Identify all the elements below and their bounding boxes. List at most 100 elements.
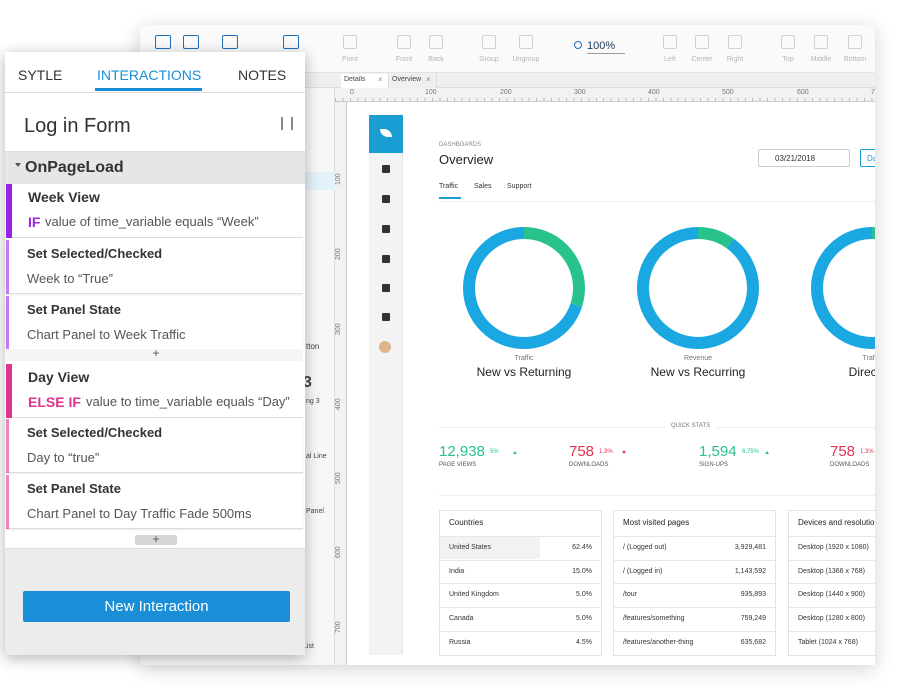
add-button[interactable]: +: [152, 532, 160, 546]
v-ruler: [335, 102, 347, 665]
breadcrumb: DASHBOARDS: [439, 142, 482, 148]
table-value: 759,249: [740, 615, 766, 623]
interactions-panel: SYTLE INTERACTIONS NOTES Log in Form OnPageL…: [5, 52, 305, 655]
action-card[interactable]: [6, 419, 303, 473]
panel-title: Log in Form: [24, 115, 131, 137]
stat-change: 6.75%: [742, 449, 760, 455]
table-row: [788, 607, 875, 609]
toolbar-label: Right: [726, 56, 744, 63]
table-cell: Russia: [449, 638, 471, 646]
nav-icon[interactable]: [382, 255, 390, 263]
zoom-level[interactable]: 100%: [587, 40, 626, 55]
table-value: 635,682: [740, 638, 766, 646]
add-button[interactable]: +: [152, 346, 160, 360]
toolbar-icon[interactable]: [343, 35, 357, 49]
toolbar-label: Bottom: [843, 56, 867, 63]
toolbar-icon[interactable]: [848, 35, 862, 49]
add-pill: [135, 535, 177, 545]
stat-label: DOWNLOADS: [830, 462, 870, 468]
table-value: 935,893: [740, 591, 766, 599]
case-keyword: ELSE IF: [28, 394, 81, 410]
donut-title: New vs Returning: [476, 365, 572, 379]
toolbar-icon[interactable]: [695, 35, 709, 49]
case-name: Week View: [28, 189, 100, 205]
case-card[interactable]: [6, 184, 303, 238]
toolbar-icon[interactable]: [519, 35, 533, 49]
case-color-bar: [6, 296, 9, 350]
action-detail: Week to “True”: [27, 271, 113, 286]
toolbar-icon[interactable]: [482, 35, 496, 49]
donut-charts: [463, 227, 875, 349]
ruler-label: 600: [797, 89, 809, 96]
doc-tab[interactable]: [389, 74, 437, 88]
toolbar-label: Middle: [810, 56, 832, 63]
toolbar-label: Front: [395, 56, 413, 63]
toolbar-icon[interactable]: [397, 35, 411, 49]
settings-icon[interactable]: [281, 117, 293, 130]
case-keyword: IF: [28, 214, 41, 230]
doc-tab-label[interactable]: Overview: [392, 76, 422, 83]
toolbar-icon[interactable]: [728, 35, 742, 49]
tab-underline: [439, 197, 461, 199]
nav-icon[interactable]: [382, 195, 390, 203]
widget-label: 3: [303, 374, 312, 391]
toolbar-icon[interactable]: [663, 35, 677, 49]
table-cell: Desktop (1920 x 1080): [798, 544, 869, 551]
table: [439, 510, 602, 656]
ruler-label: 400: [648, 89, 660, 96]
table-row: [788, 630, 875, 632]
panel-tab[interactable]: NOTES: [238, 67, 287, 83]
range-button[interactable]: Day: [860, 149, 875, 167]
date-input[interactable]: 03/21/2018: [758, 149, 850, 167]
widget-label: Panel: [306, 508, 324, 515]
add-action: [6, 349, 303, 361]
quick-stats-label: QUICK STATS: [665, 423, 717, 431]
toolbar-icon[interactable]: [429, 35, 443, 49]
zoom-icon: [574, 41, 582, 49]
action-card[interactable]: [6, 475, 303, 529]
table-value: 1,143,592: [734, 567, 766, 575]
h-ruler: [335, 88, 875, 102]
ruler-label: 0: [350, 89, 354, 96]
table-row: [788, 536, 875, 537]
nav-icon[interactable]: [382, 225, 390, 233]
table-cell: India: [449, 567, 465, 575]
panel-tab[interactable]: INTERACTIONS: [97, 67, 202, 83]
case-card[interactable]: [6, 364, 303, 418]
table-cell: /features/another-thing: [623, 638, 694, 646]
case-color-bar: [6, 184, 12, 238]
action-card[interactable]: [6, 240, 303, 294]
panel-tab[interactable]: SYTLE: [18, 67, 63, 83]
case-color-bar: [6, 419, 9, 473]
tab-underline: [95, 88, 202, 91]
action-card[interactable]: [6, 296, 303, 350]
table-row: [613, 630, 776, 632]
stat-value: 12,938: [439, 443, 485, 460]
toolbar-icon[interactable]: [814, 35, 828, 49]
table-cell: /tour: [623, 591, 638, 599]
action-title: Set Panel State: [27, 481, 121, 496]
toolbar-icon[interactable]: [283, 35, 299, 49]
doc-tab[interactable]: [341, 74, 389, 88]
table-cell: Desktop (1440 x 900): [798, 591, 865, 599]
table-row: [613, 536, 776, 537]
selected-row: [305, 172, 335, 190]
dash-tab[interactable]: Sales: [474, 183, 492, 190]
dash-tab[interactable]: Support: [507, 183, 532, 190]
new-interaction-button[interactable]: New Interaction: [23, 591, 290, 622]
dash-tab[interactable]: Traffic: [439, 183, 459, 190]
table-row: [439, 607, 602, 609]
toolbar-label: Center: [691, 56, 713, 63]
nav-icon[interactable]: [382, 313, 390, 321]
doc-tab-label[interactable]: Details: [344, 76, 366, 83]
toolbar-icon[interactable]: [781, 35, 795, 49]
toolbar-icon[interactable]: [183, 35, 199, 49]
widget-label: ng 3: [306, 398, 320, 405]
stat-change: 5%: [490, 449, 499, 455]
table-value: 4.5%: [576, 638, 592, 646]
toolbar-icon[interactable]: [155, 35, 171, 49]
caret: [15, 163, 21, 167]
nav-icon[interactable]: [382, 165, 390, 173]
toolbar-icon[interactable]: [222, 35, 238, 49]
nav-icon[interactable]: [382, 284, 390, 292]
